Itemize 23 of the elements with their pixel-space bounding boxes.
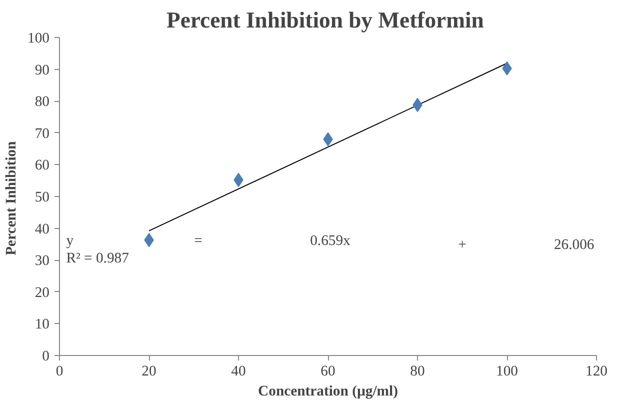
- y-tick-label: 10: [34, 316, 50, 333]
- x-tick-label: 40: [231, 364, 246, 380]
- y-tick-label: 80: [34, 94, 50, 110]
- text: y = 0.659x + 26.006: [66, 232, 594, 253]
- y-tick-label: 90: [34, 62, 50, 78]
- y-tick-label: 60: [34, 158, 50, 174]
- y-tick-label: 100: [28, 30, 50, 46]
- x-tick-label: 20: [142, 364, 156, 380]
- annotation: R² = 0.987: [66, 250, 129, 266]
- y-tick-label: 70: [34, 126, 50, 142]
- x-axis-title: Concentration (µg/ml): [258, 384, 398, 400]
- y-tick-label: 40: [34, 221, 50, 238]
- x-tick-label: 80: [410, 364, 425, 380]
- y-tick-label: 20: [34, 284, 50, 301]
- x-tick-label: 60: [320, 364, 336, 380]
- y-tick-label: 0: [42, 348, 50, 364]
- y-tick-label: 50: [34, 190, 50, 206]
- x-tick-label: 120: [586, 364, 608, 380]
- y-tick-label: 30: [34, 253, 50, 270]
- y-axis-title: Percent Inhibition: [4, 141, 20, 256]
- x-tick-label: 100: [496, 364, 518, 380]
- x-tick-label: 0: [56, 364, 64, 380]
- chart-title: Percent Inhibition by Metformin: [166, 8, 484, 32]
